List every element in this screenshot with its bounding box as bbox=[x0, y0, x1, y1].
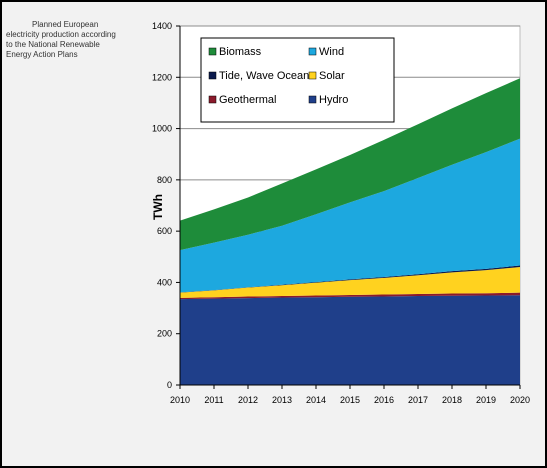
y-tick-label: 0 bbox=[167, 380, 172, 390]
x-tick-label: 2019 bbox=[476, 395, 496, 405]
caption-line: Energy Action Plans bbox=[6, 50, 78, 59]
area-geothermal bbox=[180, 292, 520, 300]
x-tick-label: 2011 bbox=[204, 395, 223, 405]
area-biomass bbox=[180, 78, 520, 251]
y-tick-label: 1000 bbox=[152, 124, 172, 134]
caption-line: Planned European bbox=[32, 20, 99, 29]
legend-swatch bbox=[308, 71, 317, 80]
y-tick-label: 1400 bbox=[152, 21, 172, 31]
legend-label: Tide, Wave Ocean bbox=[219, 70, 309, 82]
area-series bbox=[180, 78, 520, 385]
legend-label: Wind bbox=[319, 46, 344, 58]
chart-caption: Planned European electricity production … bbox=[6, 20, 124, 60]
y-axis-label: TWh bbox=[151, 194, 165, 220]
x-tick-label: 2014 bbox=[306, 395, 326, 405]
x-tick-label: 2013 bbox=[272, 395, 292, 405]
legend-swatch bbox=[208, 95, 217, 104]
legend-swatch bbox=[308, 47, 317, 56]
y-tick-label: 800 bbox=[157, 175, 172, 185]
legend-box bbox=[200, 37, 395, 123]
legend-label: Hydro bbox=[319, 94, 348, 106]
x-tick-label: 2012 bbox=[238, 395, 258, 405]
legend-swatch bbox=[308, 95, 317, 104]
x-tick-label: 2020 bbox=[510, 395, 530, 405]
legend-label: Solar bbox=[319, 70, 345, 82]
legend-label: Biomass bbox=[219, 46, 262, 58]
area-hydro bbox=[180, 295, 520, 385]
area-solar bbox=[180, 267, 520, 298]
legend-swatch bbox=[208, 71, 217, 80]
x-tick-label: 2016 bbox=[374, 395, 394, 405]
x-tick-label: 2010 bbox=[170, 395, 190, 405]
legend: Biomass Wind Tide, Wave Ocean Solar Geotherm… bbox=[200, 37, 395, 123]
y-tick-label: 600 bbox=[157, 226, 172, 236]
legend-swatch bbox=[208, 47, 217, 56]
y-tick-label: 400 bbox=[157, 277, 172, 287]
y-tick-label: 1200 bbox=[152, 72, 172, 82]
x-tick-label: 2017 bbox=[408, 395, 428, 405]
caption-line: electricity production according bbox=[6, 30, 116, 39]
legend-label: Geothermal bbox=[219, 94, 276, 106]
axes: 0 200 400 600 800 1000 1200 1400 2010 2011 2012 201… bbox=[151, 21, 530, 405]
area-wind bbox=[180, 138, 520, 293]
x-tick-label: 2015 bbox=[340, 395, 360, 405]
caption-line: to the National Renewable bbox=[6, 40, 100, 49]
y-tick-label: 200 bbox=[157, 329, 172, 339]
x-tick-label: 2018 bbox=[442, 395, 462, 405]
